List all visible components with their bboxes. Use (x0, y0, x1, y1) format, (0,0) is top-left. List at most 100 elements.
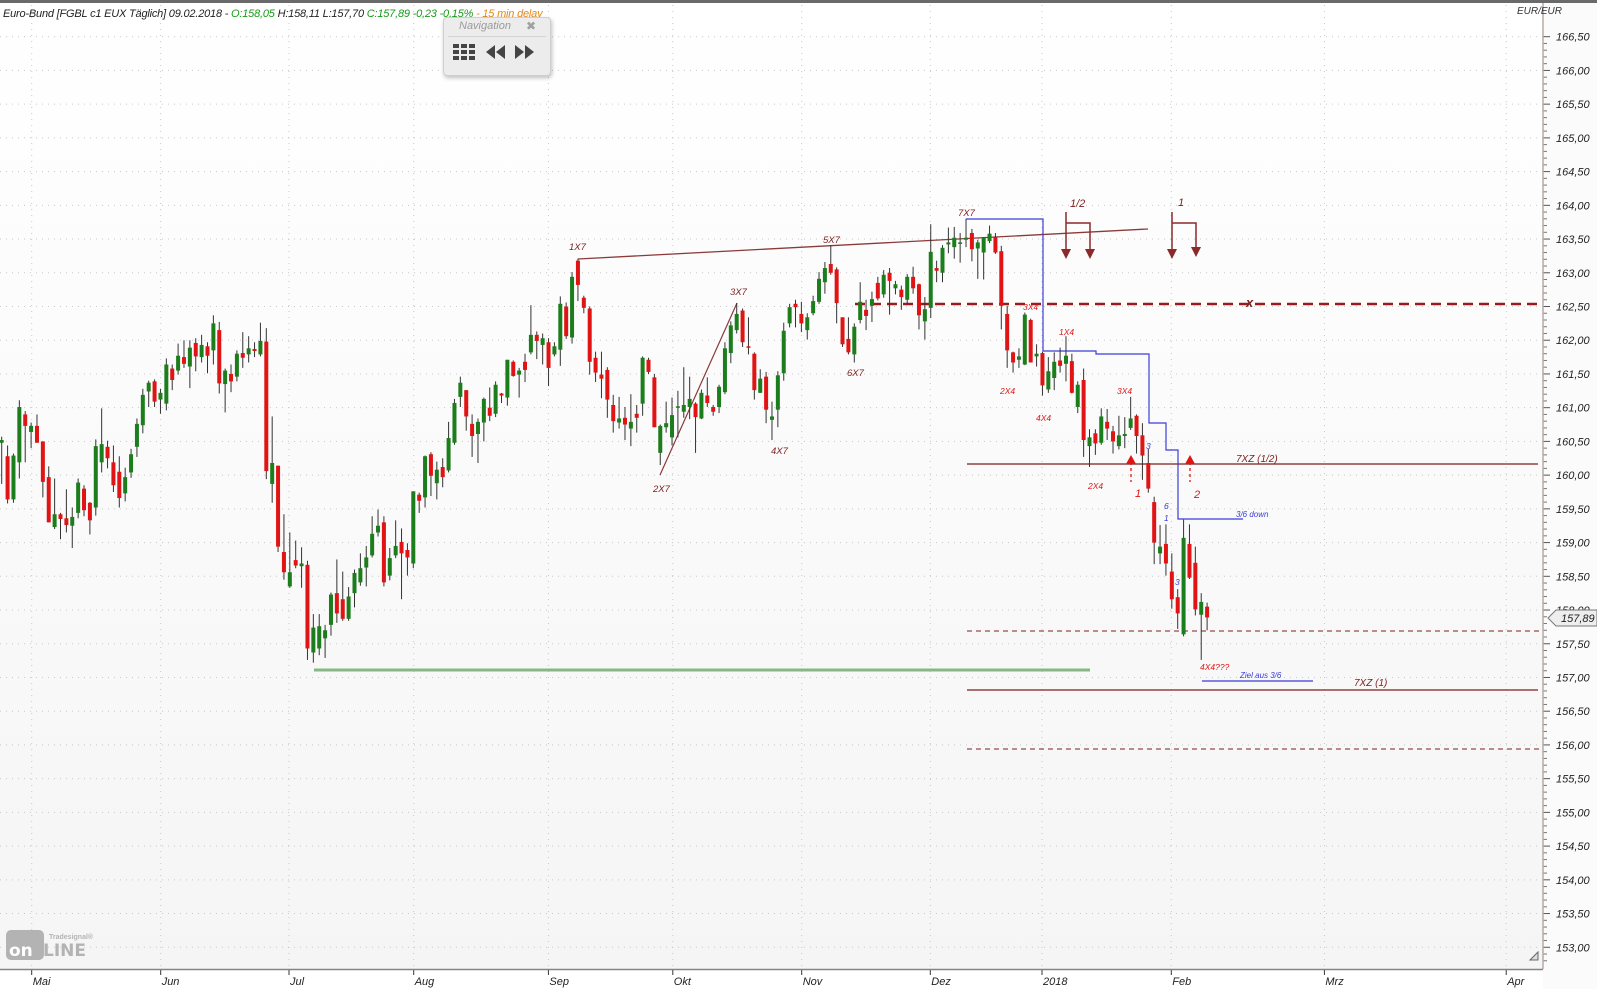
candle-body-up (787, 307, 792, 324)
candle-body-down (1111, 431, 1116, 442)
candle-body-down (170, 368, 175, 381)
candle (23, 411, 28, 463)
candle (822, 261, 827, 294)
y-tick-label: 164,00 (1556, 200, 1591, 212)
x-tick-label: Mai (33, 976, 51, 988)
candle (670, 397, 675, 446)
candle (658, 424, 663, 466)
candle-body-up (1087, 437, 1092, 447)
grid-icon[interactable] (453, 44, 475, 60)
candle-body-down (523, 361, 528, 370)
resize-corner-icon[interactable] (1528, 950, 1539, 961)
candle-body-down (46, 477, 51, 523)
candle (1205, 602, 1210, 631)
candle (223, 368, 228, 413)
candle (475, 418, 480, 463)
candle-body-up (869, 299, 874, 306)
candle-body-down (1058, 360, 1063, 366)
candle (1187, 524, 1192, 579)
candle-body-up (728, 325, 733, 354)
candle (1022, 312, 1027, 366)
candle-body-down (846, 338, 851, 353)
candle (52, 478, 57, 530)
plot-area[interactable] (0, 3, 1543, 969)
candle (834, 267, 839, 324)
candle-body-up (1016, 356, 1021, 360)
candle (405, 543, 410, 576)
candle-body-up (411, 491, 416, 564)
arrow-label: 1 (1178, 197, 1184, 209)
y-tick-label: 162,00 (1556, 335, 1591, 347)
navigation-panel[interactable]: Navigation ✖ (443, 17, 551, 76)
y-tick-label: 163,50 (1556, 234, 1591, 246)
trendline-1x7-5x7 (577, 228, 1149, 260)
candle (575, 258, 580, 302)
candle-body-down (82, 488, 87, 511)
candle-body-up (881, 274, 886, 295)
signal-label: 3X4 (1117, 386, 1132, 396)
candle-body-up (17, 407, 22, 463)
candle-body-down (575, 260, 580, 285)
candle (652, 373, 657, 428)
candle (875, 276, 880, 301)
candle-body-down (611, 404, 616, 422)
candle-body-up (346, 596, 351, 619)
candle (358, 553, 363, 586)
candle-body-down (417, 494, 422, 501)
candle-body-down (652, 377, 657, 428)
candle (1028, 318, 1033, 363)
candle-body-up (681, 404, 686, 412)
candle-body-up (423, 456, 428, 498)
candle-body-down (828, 264, 833, 273)
candle (352, 569, 357, 608)
rewind-icon[interactable] (484, 44, 506, 60)
candle (323, 624, 328, 658)
candle-body-up (458, 382, 463, 397)
candle-body-down (264, 341, 269, 472)
candle (1105, 409, 1110, 441)
candle-body-down (464, 390, 469, 417)
candle-body-down (487, 407, 492, 416)
candle-body-down (1105, 421, 1110, 429)
candle (1075, 381, 1080, 414)
candle-body-down (428, 454, 433, 476)
candle (481, 397, 486, 442)
candle (176, 343, 181, 375)
marker-label: x (1245, 295, 1254, 310)
y-tick-label: 163,00 (1556, 268, 1591, 280)
candle-body-down (1175, 597, 1180, 614)
candle (340, 571, 345, 621)
candle-body-up (99, 444, 104, 463)
fast-forward-icon[interactable] (514, 44, 536, 60)
price-axis[interactable] (1543, 3, 1597, 989)
candle (487, 387, 492, 422)
candle-body-down (40, 441, 45, 482)
candle-body-up (1181, 537, 1186, 635)
candle (158, 388, 163, 414)
candle-body-up (1116, 435, 1121, 447)
candle (1134, 414, 1139, 454)
candle-body-down (840, 317, 845, 345)
stop-label: 3/6 down (1236, 510, 1269, 519)
close-icon[interactable]: ✖ (525, 19, 536, 33)
candle (587, 306, 592, 375)
candle-body-down (205, 346, 210, 356)
candle-body-down (693, 403, 698, 418)
candle-body-up (517, 370, 522, 375)
candle (511, 360, 516, 377)
candle-body-up (928, 251, 933, 308)
candle (711, 404, 716, 416)
candle-body-up (287, 572, 292, 587)
candle-body-up (975, 242, 980, 249)
candle-body-up (946, 242, 951, 245)
y-tick-label: 159,50 (1556, 504, 1591, 516)
candle (1069, 353, 1074, 394)
candle (164, 358, 169, 411)
candle (640, 356, 645, 416)
candle-body-up (323, 630, 328, 639)
candle-body-up (187, 347, 192, 367)
candle (687, 376, 692, 420)
x-tick-label: Mrz (1325, 976, 1344, 988)
candle-body-up (781, 330, 786, 374)
